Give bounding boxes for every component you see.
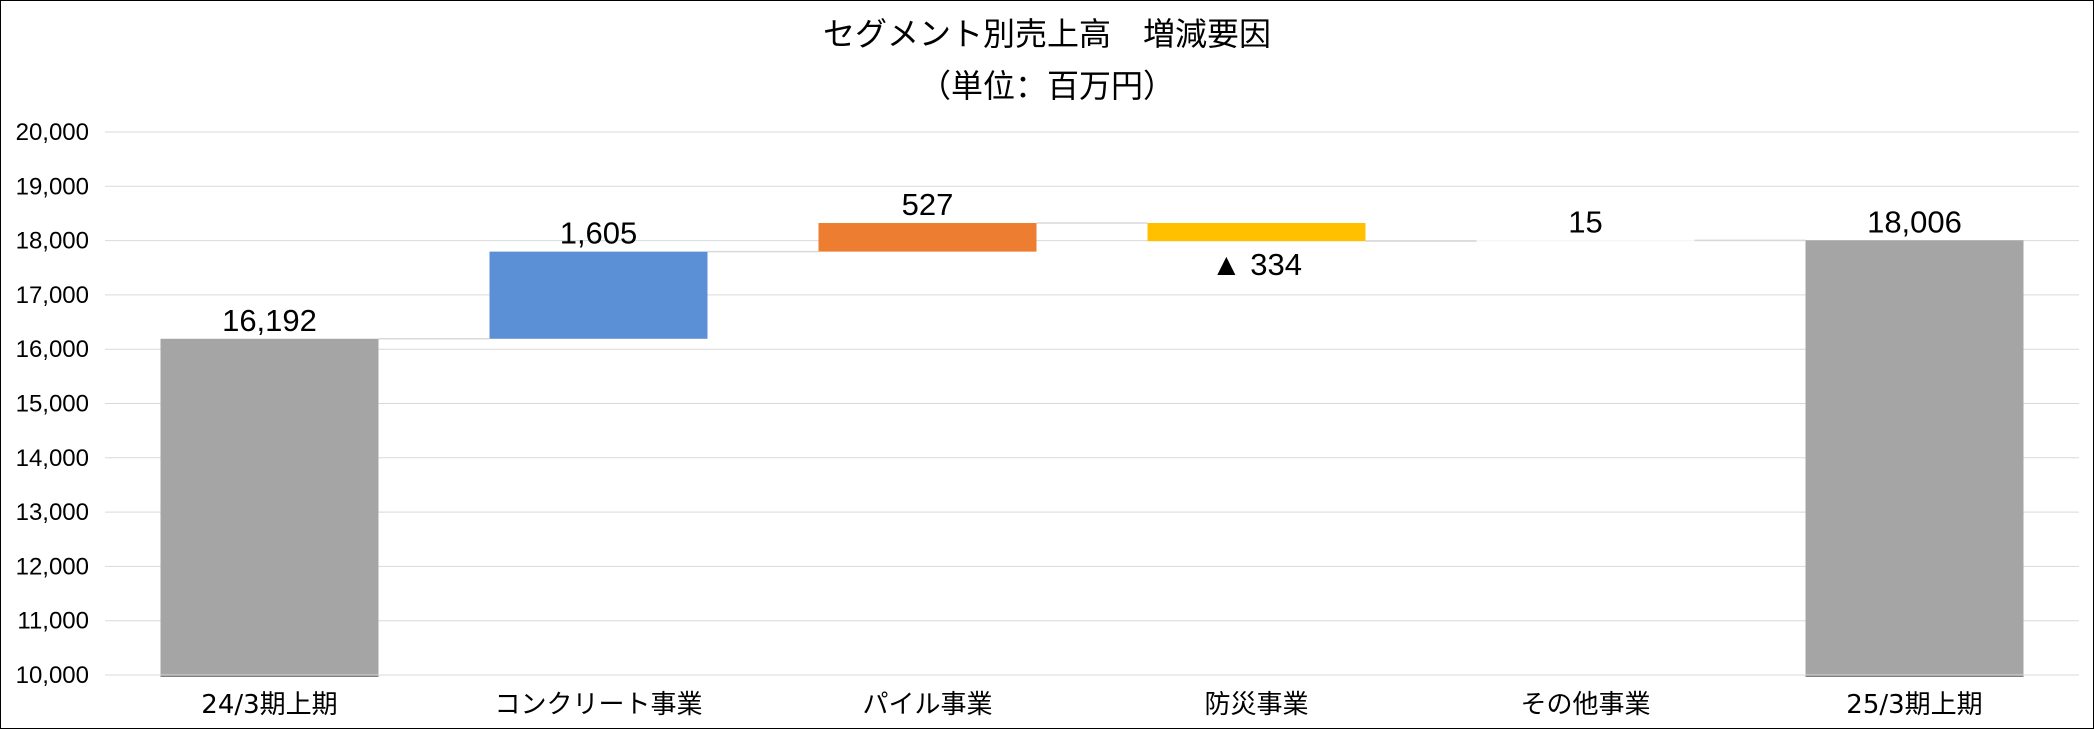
chart-title: セグメント別売上高 増減要因 xyxy=(823,15,1271,53)
x-category-label: 防災事業 xyxy=(1204,690,1308,720)
y-tick-label: 20,000 xyxy=(16,119,89,146)
y-tick-label: 17,000 xyxy=(16,282,89,309)
x-category-label: 25/3期上期 xyxy=(1846,690,1982,720)
bar-4 xyxy=(1147,223,1366,242)
y-tick-label: 18,000 xyxy=(16,228,89,255)
y-tick-label: 15,000 xyxy=(16,391,89,418)
data-labels: 16,192 1,605 527 ▲ 334 15 18,006 xyxy=(222,187,1962,338)
data-label: ▲ 334 xyxy=(1211,247,1302,282)
bar-5 xyxy=(1476,240,1695,242)
bars xyxy=(160,223,2024,677)
y-tick-label: 16,000 xyxy=(16,336,89,363)
data-label: 15 xyxy=(1568,204,1602,239)
x-axis-categories: 24/3期上期 コンクリート事業 パイル事業 防災事業 その他事業 25/3期上期 xyxy=(201,690,1982,720)
x-category-label: パイル事業 xyxy=(862,690,992,720)
bar-2 xyxy=(489,251,708,339)
y-tick-label: 11,000 xyxy=(17,608,89,635)
data-label: 1,605 xyxy=(560,216,638,251)
data-label: 16,192 xyxy=(222,303,317,338)
bar-6 xyxy=(1805,240,2024,675)
y-tick-label: 19,000 xyxy=(16,173,89,200)
chart-subtitle: （単位：百万円） xyxy=(919,67,1175,105)
gridlines xyxy=(105,131,2079,622)
y-tick-label: 14,000 xyxy=(16,445,89,472)
connector-lines xyxy=(378,222,1806,340)
y-tick-label: 12,000 xyxy=(16,553,89,580)
data-label: 18,006 xyxy=(1867,204,1962,239)
y-axis-ticks: 10,000 11,000 12,000 13,000 14,000 15,000 16,0… xyxy=(16,119,89,689)
bar-1 xyxy=(160,338,379,675)
x-category-label: その他事業 xyxy=(1520,690,1650,720)
y-tick-label: 10,000 xyxy=(16,662,89,689)
x-category-label: コンクリート事業 xyxy=(494,690,702,720)
y-tick-label: 13,000 xyxy=(16,499,89,526)
data-label: 527 xyxy=(902,187,954,222)
x-category-label: 24/3期上期 xyxy=(201,690,337,720)
bar-3 xyxy=(818,223,1037,252)
